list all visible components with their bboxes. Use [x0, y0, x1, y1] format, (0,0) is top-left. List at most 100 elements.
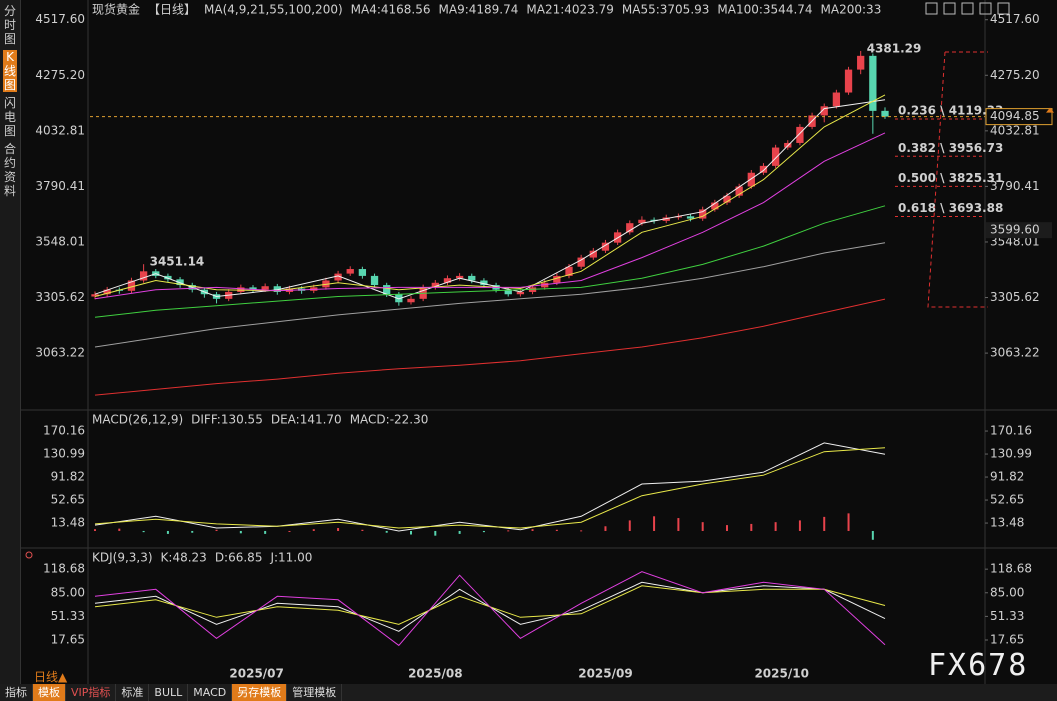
- period-label[interactable]: 日线▲: [34, 670, 68, 684]
- candle-body: [699, 209, 707, 219]
- legend-item: MA(4,9,21,55,100,200): [204, 3, 343, 17]
- indicator-line: [94, 442, 886, 532]
- macd-bar: [215, 529, 218, 531]
- icon[interactable]: [979, 2, 992, 15]
- icon[interactable]: [961, 2, 974, 15]
- candle-body: [261, 286, 269, 290]
- candle-body: [370, 275, 379, 286]
- toolbar-button[interactable]: 另存模板: [232, 684, 288, 701]
- macd-bar: [482, 530, 485, 533]
- y-tick-label: 118.68: [43, 562, 85, 576]
- candle-body: [601, 242, 610, 251]
- macd-bar: [458, 530, 461, 534]
- candle-body: [395, 294, 403, 303]
- macd-bar: [871, 530, 874, 540]
- macd-bar: [628, 520, 631, 531]
- macd-bar: [677, 518, 680, 531]
- legend-item: DIFF:130.55: [191, 413, 263, 427]
- indicator-dot[interactable]: [25, 551, 33, 559]
- legend-item: MA9:4189.74: [439, 3, 519, 17]
- candle-body: [443, 278, 452, 283]
- fib-label: 0.618 \ 3693.88: [898, 201, 1003, 215]
- candle-body: [455, 275, 464, 279]
- macd-bar: [847, 513, 850, 531]
- sidebar-tab[interactable]: 分时图: [3, 4, 16, 46]
- fib-label: 0.500 \ 3825.31: [898, 171, 1003, 185]
- toolbar-button[interactable]: MACD: [188, 684, 233, 701]
- y-tick-label: 3790.41: [35, 179, 85, 193]
- toolbar-icons[interactable]: [925, 2, 1010, 15]
- legend-item: MA200:33: [821, 3, 882, 17]
- price-annotation: 3451.14: [150, 255, 205, 269]
- y-tick-label: 85.00: [51, 585, 85, 599]
- candle-body: [638, 219, 646, 224]
- y-tick-label: 51.33: [51, 609, 85, 623]
- macd-bar: [239, 530, 242, 534]
- toolbar: 指标 模板 VIP指标 标准 BULL MACD 另存模板 管理模板: [0, 684, 1057, 701]
- legend-item: MA21:4023.79: [526, 3, 614, 17]
- candle-body: [662, 217, 670, 221]
- legend-item: MACD(26,12,9): [92, 413, 183, 427]
- candle-body: [565, 266, 573, 276]
- y-tick-label: 170.16: [990, 424, 1032, 438]
- y-tick-label: 4032.81: [35, 123, 85, 137]
- toolbar-button[interactable]: 管理模板: [287, 684, 343, 701]
- y-tick-label: 130.99: [43, 447, 85, 461]
- sidebar-tab[interactable]: 合约资料: [3, 142, 16, 198]
- toolbar-button[interactable]: 标准: [116, 684, 150, 701]
- candle-body: [881, 110, 889, 117]
- toolbar-button[interactable]: VIP指标: [66, 684, 117, 701]
- candle-body: [844, 69, 853, 93]
- candle-body: [176, 279, 184, 286]
- toolbar-button[interactable]: 指标: [0, 684, 33, 701]
- y-tick-label: 4517.60: [35, 12, 85, 26]
- macd-bar: [531, 529, 534, 531]
- icon[interactable]: [997, 2, 1010, 15]
- x-tick-label: 2025/10: [754, 667, 808, 681]
- sidebar-tab[interactable]: K线图: [3, 50, 17, 92]
- toolbar-button[interactable]: BULL: [149, 684, 189, 701]
- candle-body: [91, 294, 99, 297]
- legend-item: DEA:141.70: [271, 413, 342, 427]
- fib-frame: [927, 51, 988, 308]
- candle-body: [358, 269, 367, 276]
- indicator-line: [94, 571, 886, 647]
- y-tick-label: 85.00: [990, 585, 1024, 599]
- indicator-line: [94, 298, 886, 396]
- candle-body: [334, 273, 342, 281]
- y-tick-label: 13.48: [51, 516, 85, 530]
- macd-bar: [288, 530, 291, 532]
- macd-bar: [337, 528, 340, 531]
- price-marker: [1046, 107, 1054, 113]
- candle-body: [480, 280, 488, 286]
- x-tick-label: 2025/09: [578, 667, 632, 681]
- macd-bar: [604, 526, 607, 531]
- level-price: 3599.60: [990, 223, 1040, 237]
- sidebar-tab[interactable]: 闪电图: [3, 96, 16, 138]
- macd-bar: [166, 530, 169, 534]
- candle-body: [747, 172, 755, 187]
- legend-item: 现货黄金: [92, 2, 140, 17]
- toolbar-button[interactable]: 模板: [33, 684, 66, 701]
- y-tick-label: 52.65: [51, 493, 85, 507]
- icon[interactable]: [925, 2, 938, 15]
- macd-bar: [750, 523, 753, 531]
- macd-bar: [312, 529, 315, 531]
- y-tick-label: 170.16: [43, 424, 85, 438]
- legend-item: MACD:-22.30: [350, 413, 429, 427]
- y-tick-label: 17.65: [990, 633, 1024, 647]
- macd-bar: [774, 522, 777, 531]
- sidebar: 分时图 K线图闪电图合约资料: [0, 0, 21, 684]
- y-tick-label: 3790.41: [990, 179, 1040, 193]
- y-tick-label: 130.99: [990, 447, 1032, 461]
- candle-body: [249, 287, 257, 290]
- x-tick-label: 2025/07: [229, 667, 283, 681]
- chart: 4517.60 4517.60 4275.20 4275.20 4032.81 4032.…: [20, 0, 1057, 684]
- price-box: [985, 108, 1053, 126]
- candle-body: [832, 92, 841, 107]
- icon[interactable]: [943, 2, 956, 15]
- candle-body: [686, 216, 695, 219]
- price-annotation: 4381.29: [867, 41, 922, 55]
- y-tick-label: 17.65: [51, 633, 85, 647]
- legend-item: MA55:3705.93: [622, 3, 710, 17]
